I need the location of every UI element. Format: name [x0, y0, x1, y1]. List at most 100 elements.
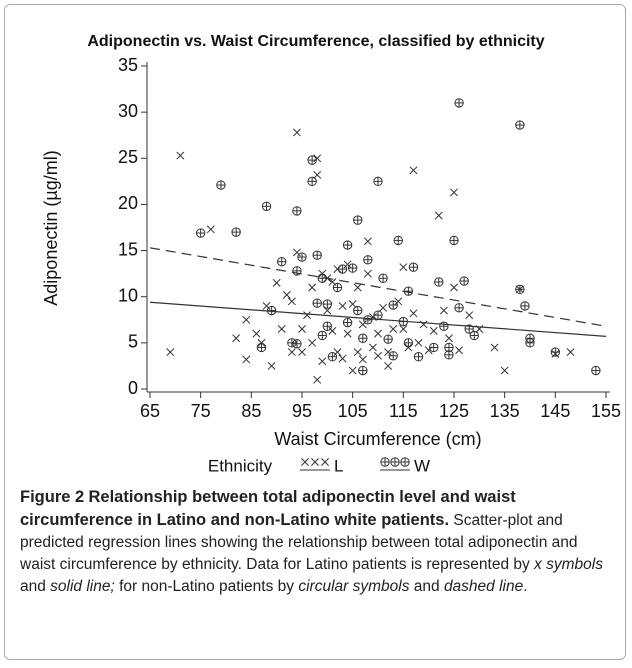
- marker-stroke: [439, 306, 448, 315]
- x-tick-label: 125: [439, 401, 469, 421]
- point: [308, 283, 317, 292]
- point: [195, 228, 206, 238]
- marker-stroke: [277, 325, 286, 333]
- point: [378, 273, 388, 283]
- point: [312, 250, 322, 260]
- point: [373, 310, 383, 320]
- point: [368, 343, 377, 352]
- y-tick-label: 30: [118, 101, 138, 121]
- point: [342, 317, 353, 328]
- point: [318, 357, 327, 366]
- point: [363, 255, 373, 265]
- point: [393, 235, 403, 246]
- marker-stroke: [414, 338, 423, 347]
- x-tick-label: 135: [490, 401, 520, 421]
- point: [439, 321, 449, 331]
- marker-stroke: [308, 283, 317, 292]
- point: [469, 330, 479, 341]
- marker-stroke: [429, 326, 438, 335]
- marker-stroke: [409, 309, 418, 318]
- marker-stroke: [333, 348, 342, 357]
- x-tick-label: 145: [540, 401, 570, 421]
- y-tick-label: 35: [118, 55, 138, 75]
- y-tick-label: 15: [118, 239, 138, 259]
- marker-stroke: [353, 283, 362, 292]
- point: [500, 366, 509, 375]
- point: [444, 334, 453, 343]
- legend-label: W: [414, 456, 430, 475]
- marker-stroke: [262, 301, 271, 310]
- point: [348, 300, 357, 309]
- point: [353, 305, 363, 316]
- point: [373, 176, 383, 187]
- marker-stroke: [384, 348, 393, 357]
- point: [337, 264, 348, 274]
- point: [358, 355, 367, 364]
- point: [353, 348, 362, 357]
- point: [282, 290, 291, 299]
- marker-stroke: [318, 357, 327, 366]
- point: [322, 299, 333, 309]
- marker-stroke: [338, 301, 347, 310]
- legend-symbol: [300, 458, 330, 471]
- x-axis-label: Waist Circumference (cm): [274, 429, 481, 449]
- marker-stroke: [394, 297, 403, 306]
- marker-stroke: [348, 300, 357, 309]
- point: [333, 348, 342, 357]
- marker-stroke: [267, 361, 276, 370]
- y-tick-label: 25: [118, 147, 138, 167]
- point: [256, 342, 267, 353]
- marker-stroke: [374, 329, 382, 338]
- point: [384, 361, 393, 370]
- y-tick-label: 0: [128, 378, 138, 398]
- point: [455, 346, 464, 355]
- figure-frame: [4, 4, 626, 660]
- marker-stroke: [287, 297, 296, 306]
- marker-stroke: [444, 334, 453, 343]
- point: [287, 348, 296, 357]
- point: [333, 265, 342, 273]
- chart: Adiponectin vs. Waist Circumference, cla…: [41, 33, 621, 475]
- point: [550, 347, 561, 357]
- point: [454, 98, 464, 108]
- point: [429, 342, 439, 353]
- marker-stroke: [389, 325, 398, 333]
- point: [176, 151, 185, 160]
- legend-title: Ethnicity: [208, 456, 273, 475]
- point: [348, 366, 357, 375]
- point: [262, 301, 271, 310]
- marker-stroke: [242, 355, 251, 364]
- point: [313, 170, 322, 179]
- point: [338, 301, 347, 310]
- marker-stroke: [252, 329, 261, 338]
- x-tick-label: 75: [191, 401, 211, 421]
- caption: Figure 2 Relationship between total adip…: [20, 486, 616, 598]
- point: [403, 338, 414, 348]
- marker-stroke: [313, 170, 322, 179]
- marker-stroke: [358, 320, 367, 329]
- marker-stroke: [301, 458, 309, 466]
- point: [166, 348, 175, 357]
- point: [353, 215, 363, 225]
- marker-stroke: [566, 348, 575, 357]
- point: [379, 303, 388, 312]
- marker-stroke: [242, 315, 251, 324]
- caption-text: and: [20, 578, 51, 595]
- marker-stroke: [358, 355, 367, 364]
- y-axis-label: Adiponectin (µg/ml): [41, 150, 61, 305]
- marker-stroke: [399, 263, 408, 272]
- point: [450, 188, 458, 197]
- marker-stroke: [303, 311, 312, 320]
- marker-stroke: [308, 338, 317, 347]
- point: [454, 303, 464, 313]
- caption-text: .: [523, 578, 528, 595]
- point: [363, 269, 372, 278]
- marker-stroke: [292, 248, 301, 257]
- point: [413, 352, 424, 362]
- point: [347, 263, 358, 273]
- caption-text: circular symbols: [298, 578, 410, 595]
- caption-body: Scatter-plot and predicted regression li…: [20, 512, 603, 595]
- point: [399, 263, 408, 272]
- caption-label: Figure 2: [20, 488, 85, 506]
- point: [459, 276, 469, 286]
